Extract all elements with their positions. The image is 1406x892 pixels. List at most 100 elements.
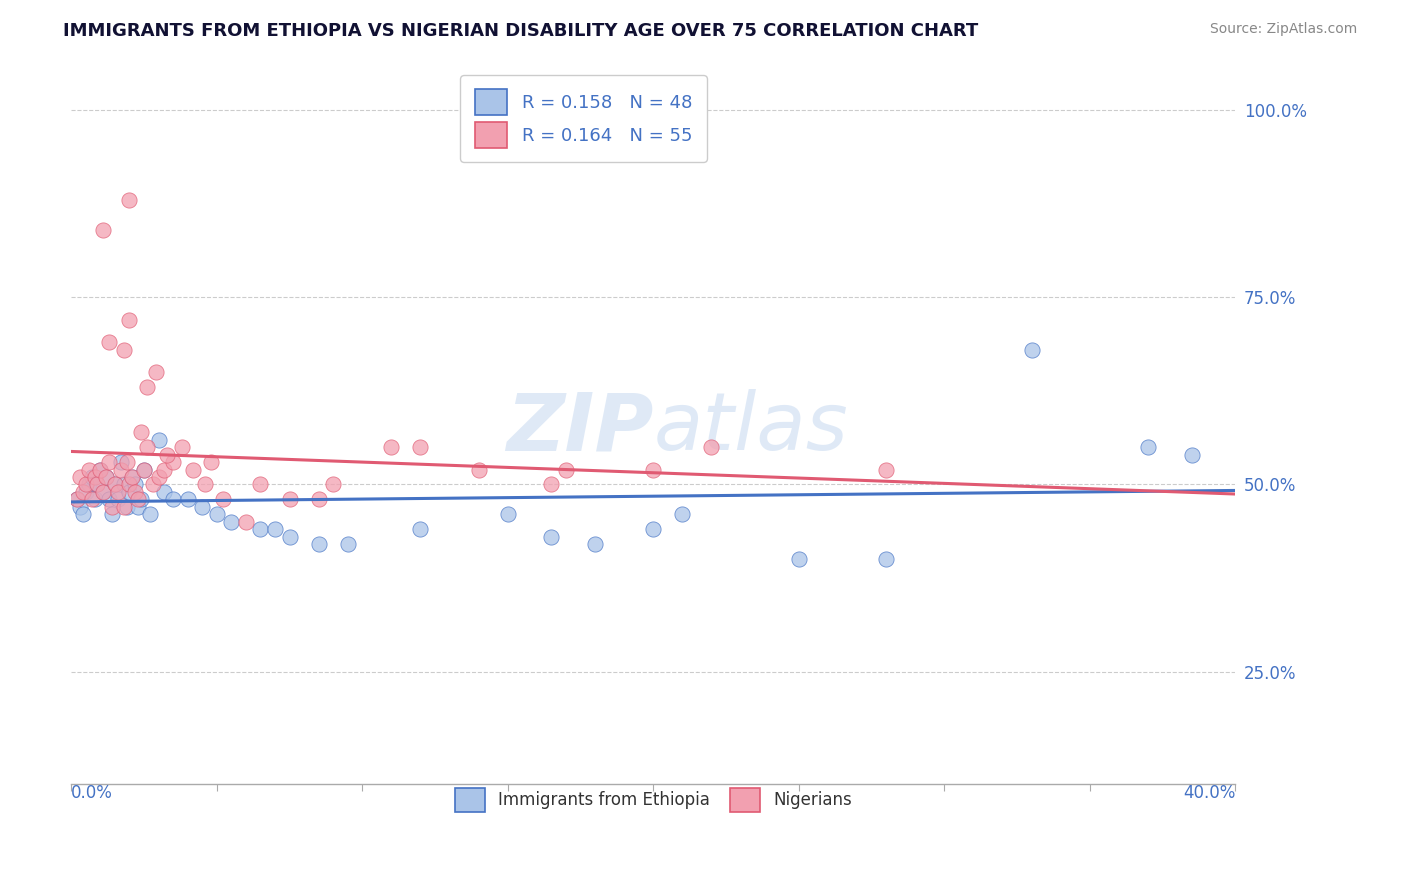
Point — [787, 552, 810, 566]
Point — [98, 455, 121, 469]
Point — [875, 552, 897, 566]
Point — [112, 343, 135, 357]
Point — [540, 530, 562, 544]
Point — [1181, 448, 1204, 462]
Point — [77, 462, 100, 476]
Point — [77, 477, 100, 491]
Text: Source: ZipAtlas.com: Source: ZipAtlas.com — [1209, 22, 1357, 37]
Point — [555, 462, 578, 476]
Text: 40.0%: 40.0% — [1182, 784, 1236, 802]
Text: ZIP: ZIP — [506, 389, 654, 467]
Point — [875, 462, 897, 476]
Point — [148, 470, 170, 484]
Point — [132, 462, 155, 476]
Point — [110, 462, 132, 476]
Point — [142, 477, 165, 491]
Point — [110, 455, 132, 469]
Point — [83, 470, 105, 484]
Point — [264, 522, 287, 536]
Point — [115, 455, 138, 469]
Point — [308, 492, 330, 507]
Point — [1021, 343, 1043, 357]
Point — [145, 365, 167, 379]
Point — [124, 477, 146, 491]
Point — [153, 462, 176, 476]
Point — [278, 492, 301, 507]
Point — [91, 223, 114, 237]
Point — [129, 425, 152, 439]
Point — [643, 522, 665, 536]
Point — [170, 440, 193, 454]
Point — [107, 492, 129, 507]
Point — [200, 455, 222, 469]
Point — [156, 448, 179, 462]
Point — [91, 485, 114, 500]
Point — [129, 492, 152, 507]
Text: atlas: atlas — [654, 389, 848, 467]
Point — [83, 492, 105, 507]
Point — [91, 485, 114, 500]
Point — [66, 492, 89, 507]
Point — [96, 470, 118, 484]
Point — [162, 492, 184, 507]
Point — [86, 477, 108, 491]
Point — [98, 492, 121, 507]
Point — [336, 537, 359, 551]
Point — [380, 440, 402, 454]
Point — [308, 537, 330, 551]
Point — [107, 485, 129, 500]
Point — [135, 380, 157, 394]
Point — [121, 470, 143, 484]
Point — [66, 492, 89, 507]
Point — [643, 462, 665, 476]
Point — [249, 477, 271, 491]
Point — [583, 537, 606, 551]
Point — [118, 477, 141, 491]
Point — [221, 515, 243, 529]
Point — [112, 477, 135, 491]
Point — [72, 485, 94, 500]
Point — [127, 500, 149, 514]
Point — [112, 500, 135, 514]
Point — [132, 462, 155, 476]
Point — [80, 492, 103, 507]
Point — [86, 477, 108, 491]
Point — [124, 485, 146, 500]
Point — [69, 470, 91, 484]
Point — [278, 530, 301, 544]
Text: IMMIGRANTS FROM ETHIOPIA VS NIGERIAN DISABILITY AGE OVER 75 CORRELATION CHART: IMMIGRANTS FROM ETHIOPIA VS NIGERIAN DIS… — [63, 22, 979, 40]
Point — [322, 477, 344, 491]
Point — [104, 477, 127, 491]
Point — [409, 522, 432, 536]
Point — [194, 477, 217, 491]
Point — [409, 440, 432, 454]
Point — [700, 440, 723, 454]
Point — [69, 500, 91, 514]
Point — [104, 477, 127, 491]
Point — [496, 508, 519, 522]
Point — [98, 335, 121, 350]
Point — [127, 492, 149, 507]
Point — [211, 492, 233, 507]
Point — [671, 508, 693, 522]
Point — [183, 462, 205, 476]
Point — [153, 485, 176, 500]
Point — [101, 508, 124, 522]
Point — [75, 477, 97, 491]
Point — [176, 492, 198, 507]
Point — [75, 485, 97, 500]
Point — [96, 470, 118, 484]
Point — [72, 508, 94, 522]
Point — [162, 455, 184, 469]
Point — [121, 470, 143, 484]
Point — [118, 485, 141, 500]
Point — [118, 193, 141, 207]
Legend: Immigrants from Ethiopia, Nigerians: Immigrants from Ethiopia, Nigerians — [441, 775, 865, 825]
Point — [89, 462, 111, 476]
Point — [89, 462, 111, 476]
Point — [139, 508, 162, 522]
Point — [148, 433, 170, 447]
Point — [115, 500, 138, 514]
Point — [135, 440, 157, 454]
Text: 0.0%: 0.0% — [72, 784, 112, 802]
